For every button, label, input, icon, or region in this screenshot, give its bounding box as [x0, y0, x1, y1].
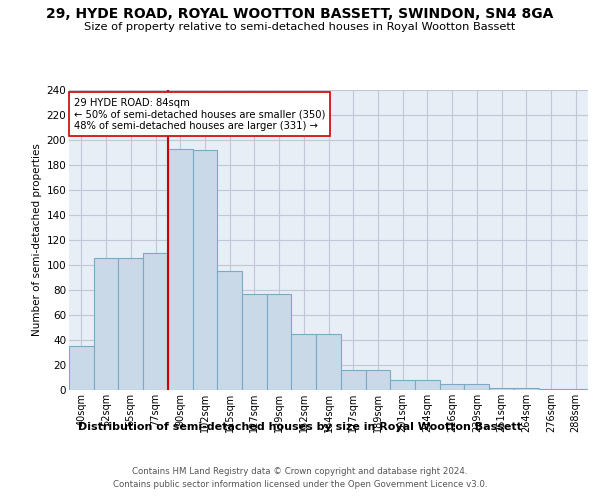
Bar: [168, 149, 193, 390]
Bar: [514, 388, 539, 390]
Bar: [563, 389, 588, 390]
Bar: [365, 370, 390, 390]
Text: Contains public sector information licensed under the Open Government Licence v3: Contains public sector information licen…: [113, 480, 487, 489]
Text: Contains HM Land Registry data © Crown copyright and database right 2024.: Contains HM Land Registry data © Crown c…: [132, 468, 468, 476]
Bar: [242, 294, 267, 390]
Text: 29 HYDE ROAD: 84sqm
← 50% of semi-detached houses are smaller (350)
48% of semi-: 29 HYDE ROAD: 84sqm ← 50% of semi-detach…: [74, 98, 325, 130]
Bar: [193, 150, 217, 390]
Bar: [539, 389, 563, 390]
Bar: [118, 258, 143, 390]
Text: Size of property relative to semi-detached houses in Royal Wootton Bassett: Size of property relative to semi-detach…: [85, 22, 515, 32]
Bar: [464, 384, 489, 390]
Text: Distribution of semi-detached houses by size in Royal Wootton Bassett: Distribution of semi-detached houses by …: [78, 422, 522, 432]
Bar: [341, 370, 365, 390]
Bar: [69, 346, 94, 390]
Bar: [94, 258, 118, 390]
Bar: [390, 380, 415, 390]
Bar: [267, 294, 292, 390]
Text: 29, HYDE ROAD, ROYAL WOOTTON BASSETT, SWINDON, SN4 8GA: 29, HYDE ROAD, ROYAL WOOTTON BASSETT, SW…: [46, 8, 554, 22]
Bar: [292, 334, 316, 390]
Bar: [489, 388, 514, 390]
Y-axis label: Number of semi-detached properties: Number of semi-detached properties: [32, 144, 43, 336]
Bar: [217, 271, 242, 390]
Bar: [316, 334, 341, 390]
Bar: [440, 384, 464, 390]
Bar: [143, 252, 168, 390]
Bar: [415, 380, 440, 390]
